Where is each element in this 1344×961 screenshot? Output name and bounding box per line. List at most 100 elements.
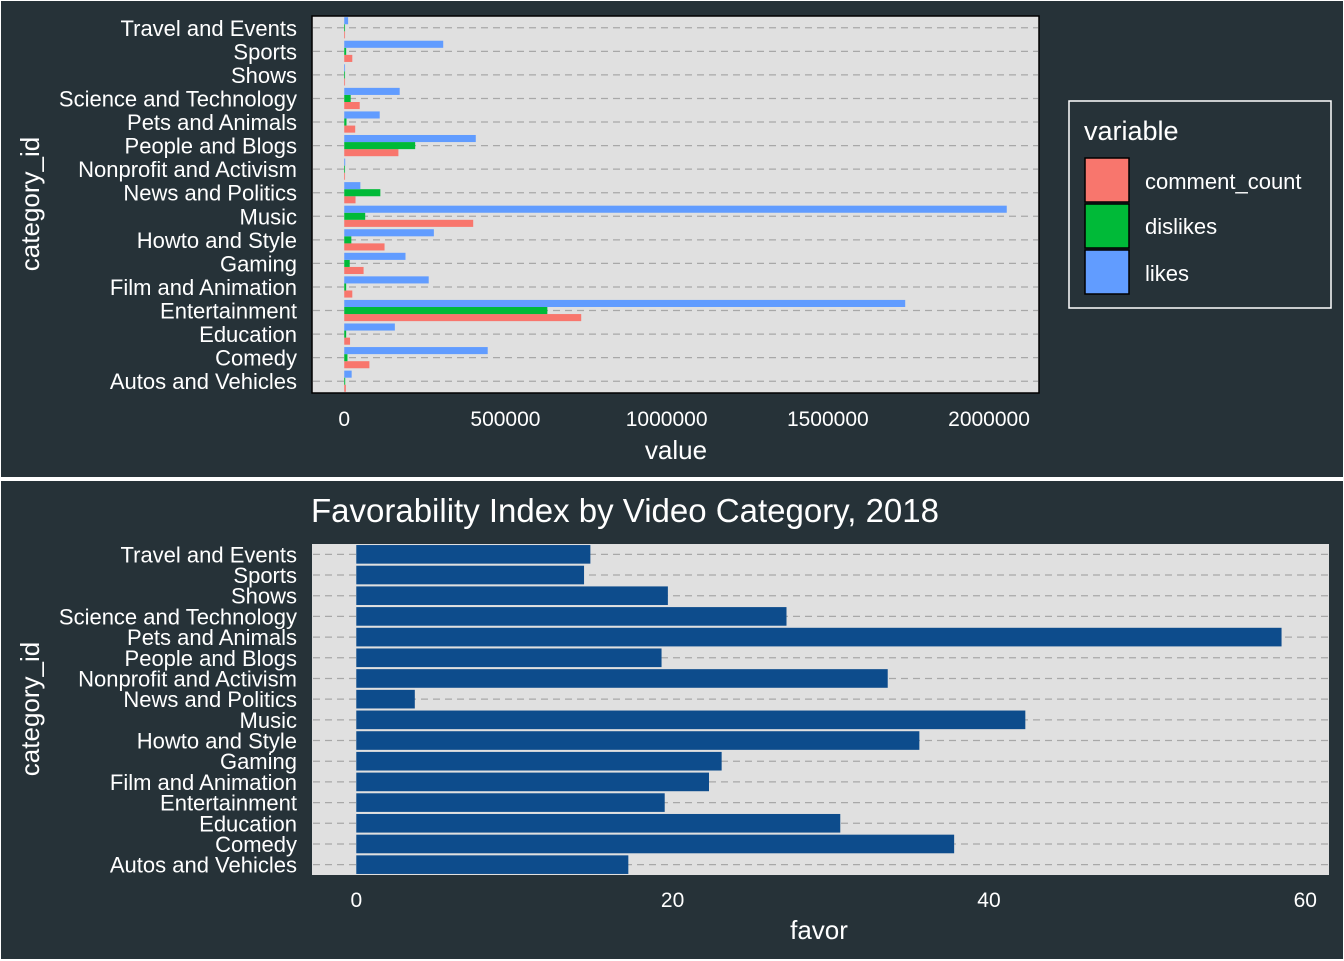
bar-comment-count <box>344 149 399 157</box>
bar-likes <box>344 252 406 260</box>
bars <box>344 17 1007 392</box>
bar-comment-count <box>344 361 370 369</box>
bar-likes <box>344 205 1007 213</box>
bar-likes <box>344 347 488 355</box>
bar-dislikes <box>344 189 381 197</box>
bar-favor <box>356 627 1282 647</box>
y-tick-label: Film and Animation <box>110 770 297 795</box>
bar-favor <box>356 772 709 792</box>
bar-likes <box>344 111 380 119</box>
x-axis-title: favor <box>790 915 848 945</box>
bar-comment-count <box>344 31 346 39</box>
bar-likes <box>344 323 395 331</box>
bar-dislikes <box>344 212 366 220</box>
x-tick-label: 2000000 <box>948 408 1030 431</box>
y-tick-label: Pets and Animals <box>127 625 297 650</box>
bar-likes <box>344 40 444 48</box>
y-tick-label: News and Politics <box>123 181 297 206</box>
y-tick-label: Entertainment <box>160 299 297 324</box>
y-tick-label: Comedy <box>215 832 297 857</box>
bar-dislikes <box>344 259 350 267</box>
plot-background <box>311 15 1040 394</box>
bar-dislikes <box>344 377 346 385</box>
bar-comment-count <box>344 102 360 110</box>
bar-comment-count <box>344 243 385 251</box>
bar-favor <box>356 855 629 874</box>
bar-comment-count <box>344 337 351 345</box>
y-tick-label: Autos and Vehicles <box>110 853 297 878</box>
y-tick-labels: Autos and VehiclesComedyEducationEnterta… <box>59 16 297 394</box>
y-tick-label: Comedy <box>215 346 297 371</box>
bar-favor <box>356 648 662 668</box>
bar-likes <box>344 182 361 190</box>
bar-dislikes <box>344 24 346 32</box>
y-tick-label: Shows <box>231 584 297 609</box>
y-tick-label: Gaming <box>220 251 297 276</box>
y-tick-label: Education <box>199 811 297 836</box>
bar-likes <box>344 299 906 307</box>
legend-label-comment-count: comment_count <box>1145 169 1302 194</box>
bar-favor <box>356 586 668 606</box>
x-axis-title: value <box>645 435 707 465</box>
bar-likes <box>344 276 429 284</box>
legend-label-dislikes: dislikes <box>1145 214 1217 239</box>
x-tick-label: 0 <box>338 408 350 431</box>
x-tick-labels: 0 500000 1000000 1500000 2000000 <box>338 408 1030 431</box>
bar-comment-count <box>344 54 353 62</box>
y-tick-label: Education <box>199 322 297 347</box>
bar-likes <box>344 64 346 72</box>
y-tick-label: Sports <box>233 563 297 588</box>
bar-likes <box>344 370 352 378</box>
bars <box>356 545 1282 874</box>
bar-comment-count <box>344 314 582 322</box>
gridlines <box>313 27 1038 382</box>
bar-dislikes <box>344 142 416 150</box>
y-tick-label: Sports <box>233 39 297 64</box>
y-tick-label: People and Blogs <box>125 134 297 159</box>
y-tick-label: Music <box>240 708 297 733</box>
bar-favor <box>356 710 1026 730</box>
legend: variable comment_count dislikes likes <box>1068 100 1332 309</box>
bar-favor <box>356 565 585 585</box>
bar-likes <box>344 134 476 143</box>
bar-comment-count <box>344 219 474 227</box>
y-tick-label: Howto and Style <box>137 729 297 754</box>
bar-dislikes <box>344 118 347 126</box>
x-tick-label: 0 <box>350 889 362 912</box>
x-tick-label: 20 <box>661 889 684 912</box>
y-tick-label: Science and Technology <box>59 86 297 111</box>
y-axis-title: category_id <box>15 642 45 776</box>
x-tick-label: 60 <box>1294 889 1317 912</box>
y-tick-label: Nonprofit and Activism <box>78 666 297 691</box>
legend-box <box>1068 100 1332 309</box>
bar-dislikes <box>344 283 347 291</box>
y-tick-label: Film and Animation <box>110 275 297 300</box>
y-tick-label: News and Politics <box>123 687 297 712</box>
bar-favor <box>356 689 415 709</box>
bar-comment-count <box>344 125 356 133</box>
bar-favor <box>356 834 955 854</box>
y-tick-label: Music <box>240 204 297 229</box>
bar-likes <box>344 229 434 237</box>
y-tick-label: People and Blogs <box>125 646 297 671</box>
bar-dislikes <box>344 94 351 103</box>
x-tick-label: 40 <box>977 889 1000 912</box>
bar-comment-count <box>344 384 346 392</box>
bar-comment-count <box>344 290 353 298</box>
favorability-bar-chart: Favorability Index by Video Category, 20… <box>15 492 1329 945</box>
y-tick-label: Gaming <box>220 749 297 774</box>
bar-favor <box>356 751 722 771</box>
legend-title: variable <box>1084 116 1179 146</box>
y-tick-label: Travel and Events <box>121 16 298 41</box>
y-tick-label: Pets and Animals <box>127 110 297 135</box>
bar-comment-count <box>344 266 364 275</box>
bar-favor <box>356 607 787 626</box>
bar-likes <box>344 17 349 25</box>
y-tick-labels: Autos and VehiclesComedyEducationEnterta… <box>59 542 297 877</box>
legend-key-dislikes <box>1084 203 1130 249</box>
bar-dislikes <box>344 306 548 315</box>
y-tick-label: Autos and Vehicles <box>110 369 297 394</box>
bar-dislikes <box>344 236 352 244</box>
y-tick-label: Shows <box>231 63 297 88</box>
y-tick-label: Nonprofit and Activism <box>78 157 297 182</box>
